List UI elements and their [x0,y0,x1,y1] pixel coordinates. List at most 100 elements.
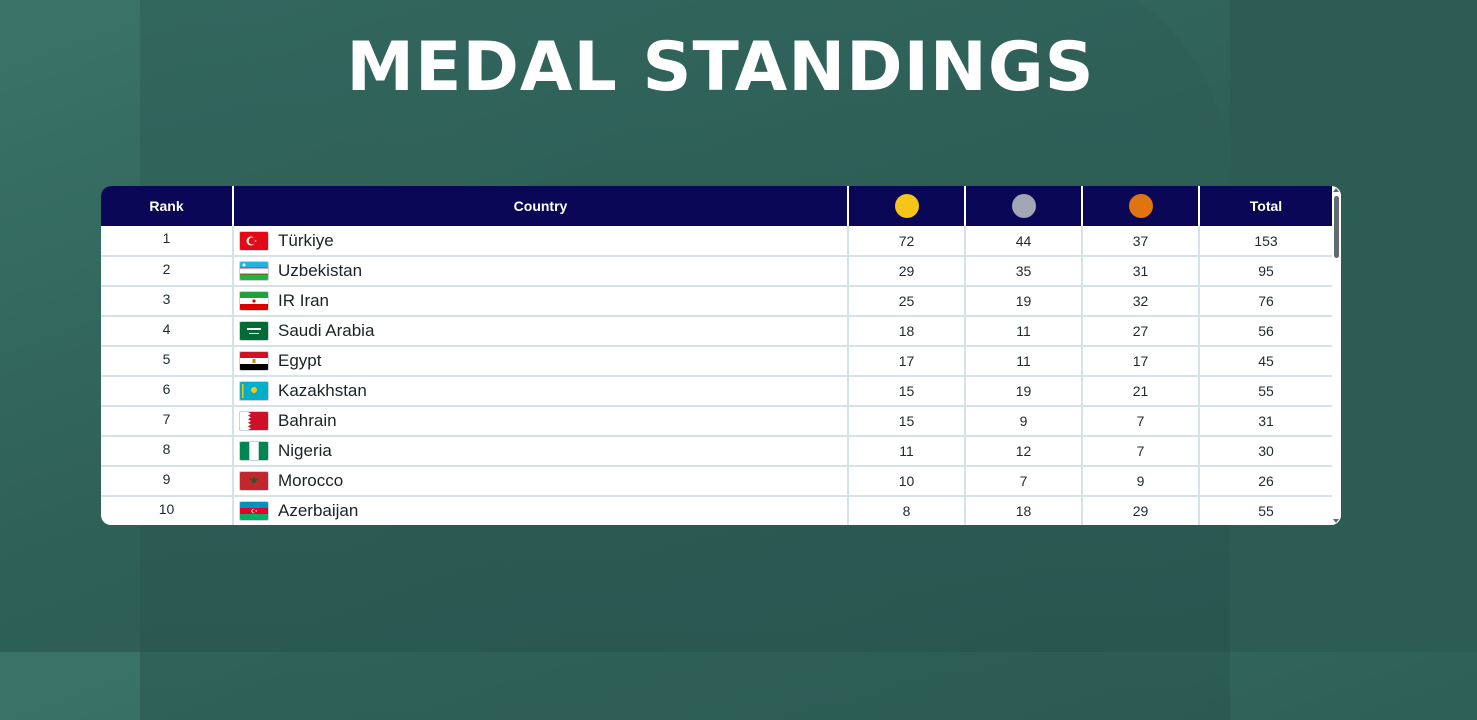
total-count-cell: 55 [1198,376,1332,407]
table-row[interactable]: 7 Bahrain 15 9 7 31 [101,406,1332,437]
country-cell[interactable]: Türkiye [232,226,848,257]
uzbekistan-flag-icon [239,261,269,281]
rank-cell: 2 [101,256,233,287]
azerbaijan-flag-icon [239,501,269,521]
bronze-count-cell: 27 [1081,316,1199,347]
table-row[interactable]: 5 Egypt 17 11 17 45 [101,346,1332,377]
rank-cell: 6 [101,376,233,407]
total-count-cell: 26 [1198,466,1332,497]
silver-count-cell: 44 [964,226,1082,257]
bronze-count-cell: 9 [1081,466,1199,497]
table-row[interactable]: 9 Morocco 10 7 9 26 [101,466,1332,497]
table-row[interactable]: 2 Uzbekistan 29 35 31 95 [101,256,1332,287]
bronze-count-cell: 32 [1081,286,1199,317]
rank-cell: 10 [101,496,233,525]
silver-count-cell: 18 [964,496,1082,525]
country-name: IR Iran [278,291,330,310]
gold-count-cell: 29 [847,256,965,287]
country-name: Kazakhstan [278,381,367,400]
page-title: MEDAL STANDINGS [346,28,1095,107]
gold-count-cell: 11 [847,436,965,467]
silver-count-cell: 12 [964,436,1082,467]
bronze-count-cell: 17 [1081,346,1199,377]
rank-header[interactable]: Rank [149,198,184,214]
table-row[interactable]: 6 Kazakhstan 15 19 21 55 [101,376,1332,407]
gold-medal-icon [894,194,919,218]
bahrain-flag-icon [239,411,269,431]
country-name: Uzbekistan [278,261,363,280]
silver-count-cell: 19 [964,376,1082,407]
gold-count-cell: 25 [847,286,965,317]
table-header-row: Rank Country Total [101,186,1332,226]
rank-cell: 1 [101,226,233,257]
silver-header[interactable] [964,186,1082,226]
rank-cell: 4 [101,316,233,347]
bronze-header[interactable] [1081,186,1199,226]
country-cell[interactable]: Kazakhstan [232,376,848,407]
silver-count-cell: 9 [964,406,1082,437]
total-count-cell: 95 [1198,256,1332,287]
bronze-count-cell: 29 [1081,496,1199,525]
rank-cell: 8 [101,436,233,467]
total-count-cell: 31 [1198,406,1332,437]
table-row[interactable]: 10 Azerbaijan 8 18 29 55 [101,496,1332,525]
country-cell[interactable]: Uzbekistan [232,256,848,287]
gold-count-cell: 17 [847,346,965,377]
rank-cell: 9 [101,466,233,497]
gold-header[interactable] [847,186,965,226]
iran-flag-icon [239,291,269,311]
gold-count-cell: 15 [847,406,965,437]
scroll-down-arrow-icon[interactable] [1333,519,1339,523]
table-row[interactable]: 1 Türkiye 72 44 37 153 [101,226,1332,257]
country-cell[interactable]: Morocco [232,466,848,497]
rank-cell: 7 [101,406,233,437]
kazakhstan-flag-icon [239,381,269,401]
medal-table-card[interactable]: Rank Country Total 1 Türkiye 72 44 37 153 2 Uzb… [101,186,1341,525]
gold-count-cell: 15 [847,376,965,407]
morocco-flag-icon [239,471,269,491]
bronze-medal-icon [1128,194,1153,218]
saudi-arabia-flag-icon [239,321,269,341]
country-cell[interactable]: Azerbaijan [232,496,848,525]
gold-count-cell: 72 [847,226,965,257]
silver-count-cell: 7 [964,466,1082,497]
gold-count-cell: 18 [847,316,965,347]
turkey-flag-icon [239,230,269,251]
total-header[interactable]: Total [1198,186,1332,226]
silver-count-cell: 11 [964,316,1082,347]
country-name: Egypt [278,351,322,370]
bronze-count-cell: 7 [1081,406,1199,437]
total-count-cell: 56 [1198,316,1332,347]
total-count-cell: 45 [1198,346,1332,377]
country-cell[interactable]: IR Iran [232,286,848,317]
table-row[interactable]: 3 IR Iran 25 19 32 76 [101,286,1332,317]
country-cell[interactable]: Bahrain [232,406,848,437]
country-cell[interactable]: Nigeria [232,436,848,467]
gold-count-cell: 10 [847,466,965,497]
silver-count-cell: 19 [964,286,1082,317]
egypt-flag-icon [239,351,269,371]
nigeria-flag-icon [239,441,269,461]
country-header[interactable]: Country [232,186,848,226]
bronze-count-cell: 21 [1081,376,1199,407]
bronze-count-cell: 31 [1081,256,1199,287]
scroll-up-arrow-icon[interactable] [1333,188,1339,192]
table-row[interactable]: 8 Nigeria 11 12 7 30 [101,436,1332,467]
table-scrollbar[interactable] [1332,186,1341,525]
bronze-count-cell: 7 [1081,436,1199,467]
country-name: Nigeria [278,441,332,460]
country-name: Azerbaijan [278,501,359,520]
gold-count-cell: 8 [847,496,965,525]
country-cell[interactable]: Saudi Arabia [232,316,848,347]
total-count-cell: 55 [1198,496,1332,525]
country-cell[interactable]: Egypt [232,346,848,377]
silver-count-cell: 35 [964,256,1082,287]
rank-cell: 5 [101,346,233,377]
scroll-thumb[interactable] [1334,196,1339,258]
table-row[interactable]: 4 Saudi Arabia 18 11 27 56 [101,316,1332,347]
total-count-cell: 30 [1198,436,1332,467]
country-name: Türkiye [278,230,334,250]
silver-count-cell: 11 [964,346,1082,377]
medal-table: Rank Country Total 1 Türkiye 72 44 37 153 2 Uzb… [101,186,1332,525]
rank-cell: 3 [101,286,233,317]
